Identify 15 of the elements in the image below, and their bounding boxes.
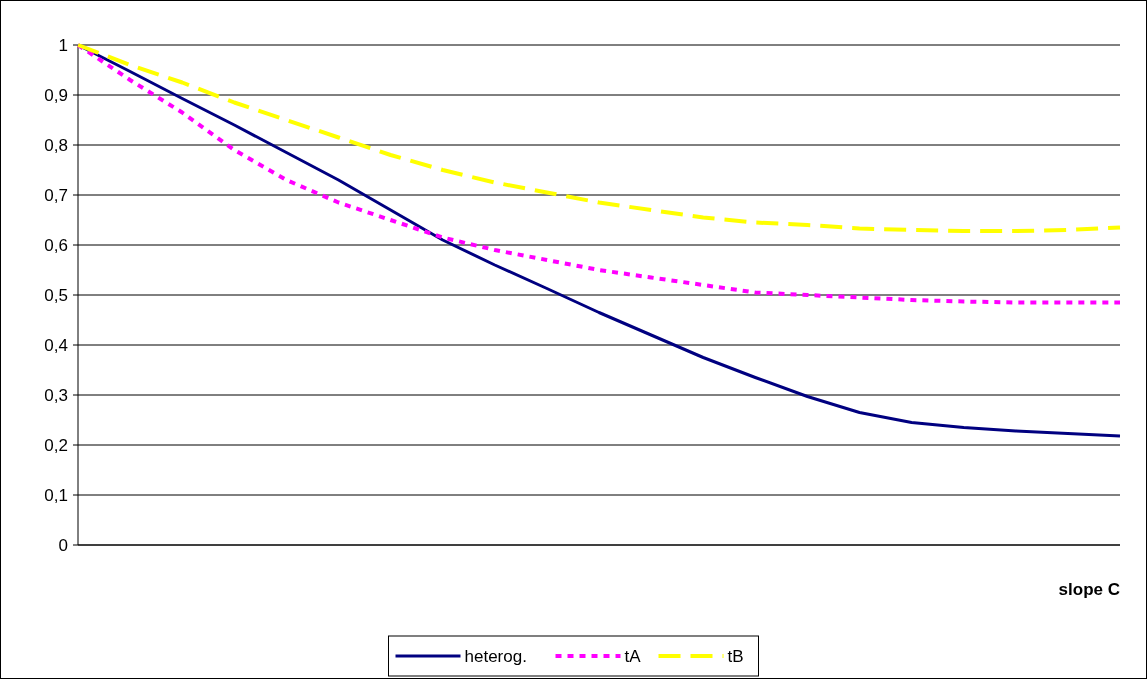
y-tick-label: 1	[58, 35, 68, 55]
x-axis-title: slope C	[1058, 580, 1120, 599]
y-tick-label: 0,2	[44, 435, 68, 455]
y-tick-label: 0,6	[44, 235, 68, 255]
y-tick-label: 0,1	[44, 485, 68, 505]
y-tick-label: 0,3	[44, 385, 68, 405]
y-tick-label: 0,5	[44, 285, 68, 305]
y-tick-label: 0,7	[44, 185, 68, 205]
y-tick-label: 0,8	[44, 135, 68, 155]
y-tick-label: 0,4	[44, 335, 68, 355]
legend-label: tA	[624, 646, 642, 666]
y-tick-label: 0,9	[44, 85, 68, 105]
legend-label: heterog.	[464, 646, 527, 666]
y-tick-label: 0	[58, 535, 68, 555]
legend-label: tB	[727, 646, 744, 666]
